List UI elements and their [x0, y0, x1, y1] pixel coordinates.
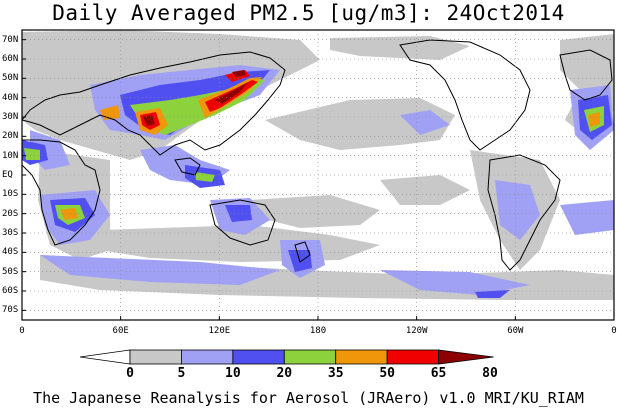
colorbar-tick-label: 80	[482, 366, 498, 381]
axis-ticks	[21, 39, 615, 320]
lat-label: EQ	[2, 170, 13, 180]
lon-label: 120W	[405, 326, 428, 336]
colorbar-swatch	[283, 349, 337, 365]
colorbar	[79, 349, 494, 365]
colorbar-arrow-left	[79, 349, 131, 365]
lat-label: 50S	[2, 266, 19, 277]
lat-label: 50N	[2, 73, 19, 84]
credit-line: The Japanese Reanalysis for Aerosol (JRA…	[33, 389, 584, 407]
lat-label: 10S	[2, 189, 19, 200]
colorbar-tick-label: 20	[276, 366, 293, 381]
lat-label: 10N	[2, 150, 19, 161]
lat-label: 60N	[2, 54, 19, 64]
lat-label: 30N	[2, 112, 19, 122]
map-title: Daily Averaged PM2.5 [ug/m3]: 24Oct2014	[52, 1, 565, 25]
lat-label: 70N	[2, 34, 19, 45]
eurasia-coast	[22, 51, 286, 156]
colorbar-tick-label: 50	[379, 366, 395, 381]
colorbar-tick-label: 65	[430, 366, 447, 381]
colorbar-swatch	[386, 349, 439, 365]
pm25-field	[22, 30, 614, 300]
lat-label: 20N	[2, 131, 19, 142]
lat-label: 40S	[2, 247, 19, 258]
pm25-level-over-80	[143, 70, 248, 126]
lon-label: 60W	[507, 326, 524, 336]
colorbar-swatch	[181, 349, 234, 365]
colorbar-tick-label: 10	[225, 366, 241, 381]
lat-label: 70S	[2, 305, 19, 316]
lat-label: 30S	[2, 228, 19, 238]
lat-label: 40N	[2, 92, 19, 103]
new-zealand-coast	[294, 241, 311, 263]
lat-label: 60S	[2, 286, 19, 296]
colorbar-swatch	[129, 349, 182, 365]
indonesia-coast	[174, 157, 201, 176]
colorbar-swatch	[232, 349, 285, 365]
lon-label: 0	[19, 326, 25, 336]
lon-label: 0	[611, 326, 617, 336]
south-america-coast	[487, 154, 561, 271]
colorbar-arrow-right	[438, 349, 494, 365]
australia-coast	[209, 199, 276, 246]
colorbar-tick-label: 35	[327, 366, 344, 381]
lon-label: 60E	[112, 326, 129, 336]
coastlines	[22, 39, 613, 271]
graticule	[22, 30, 614, 320]
colorbar-tick-label: 0	[126, 366, 134, 381]
africa-coast	[22, 139, 101, 246]
lat-label: 20S	[2, 208, 19, 219]
lon-label: 180	[309, 326, 327, 336]
north-america-coast	[399, 39, 531, 151]
greenland-europe-coast	[559, 49, 613, 101]
colorbar-swatch	[335, 349, 388, 365]
colorbar-tick-label: 5	[177, 366, 186, 381]
lon-label: 120E	[208, 326, 231, 336]
